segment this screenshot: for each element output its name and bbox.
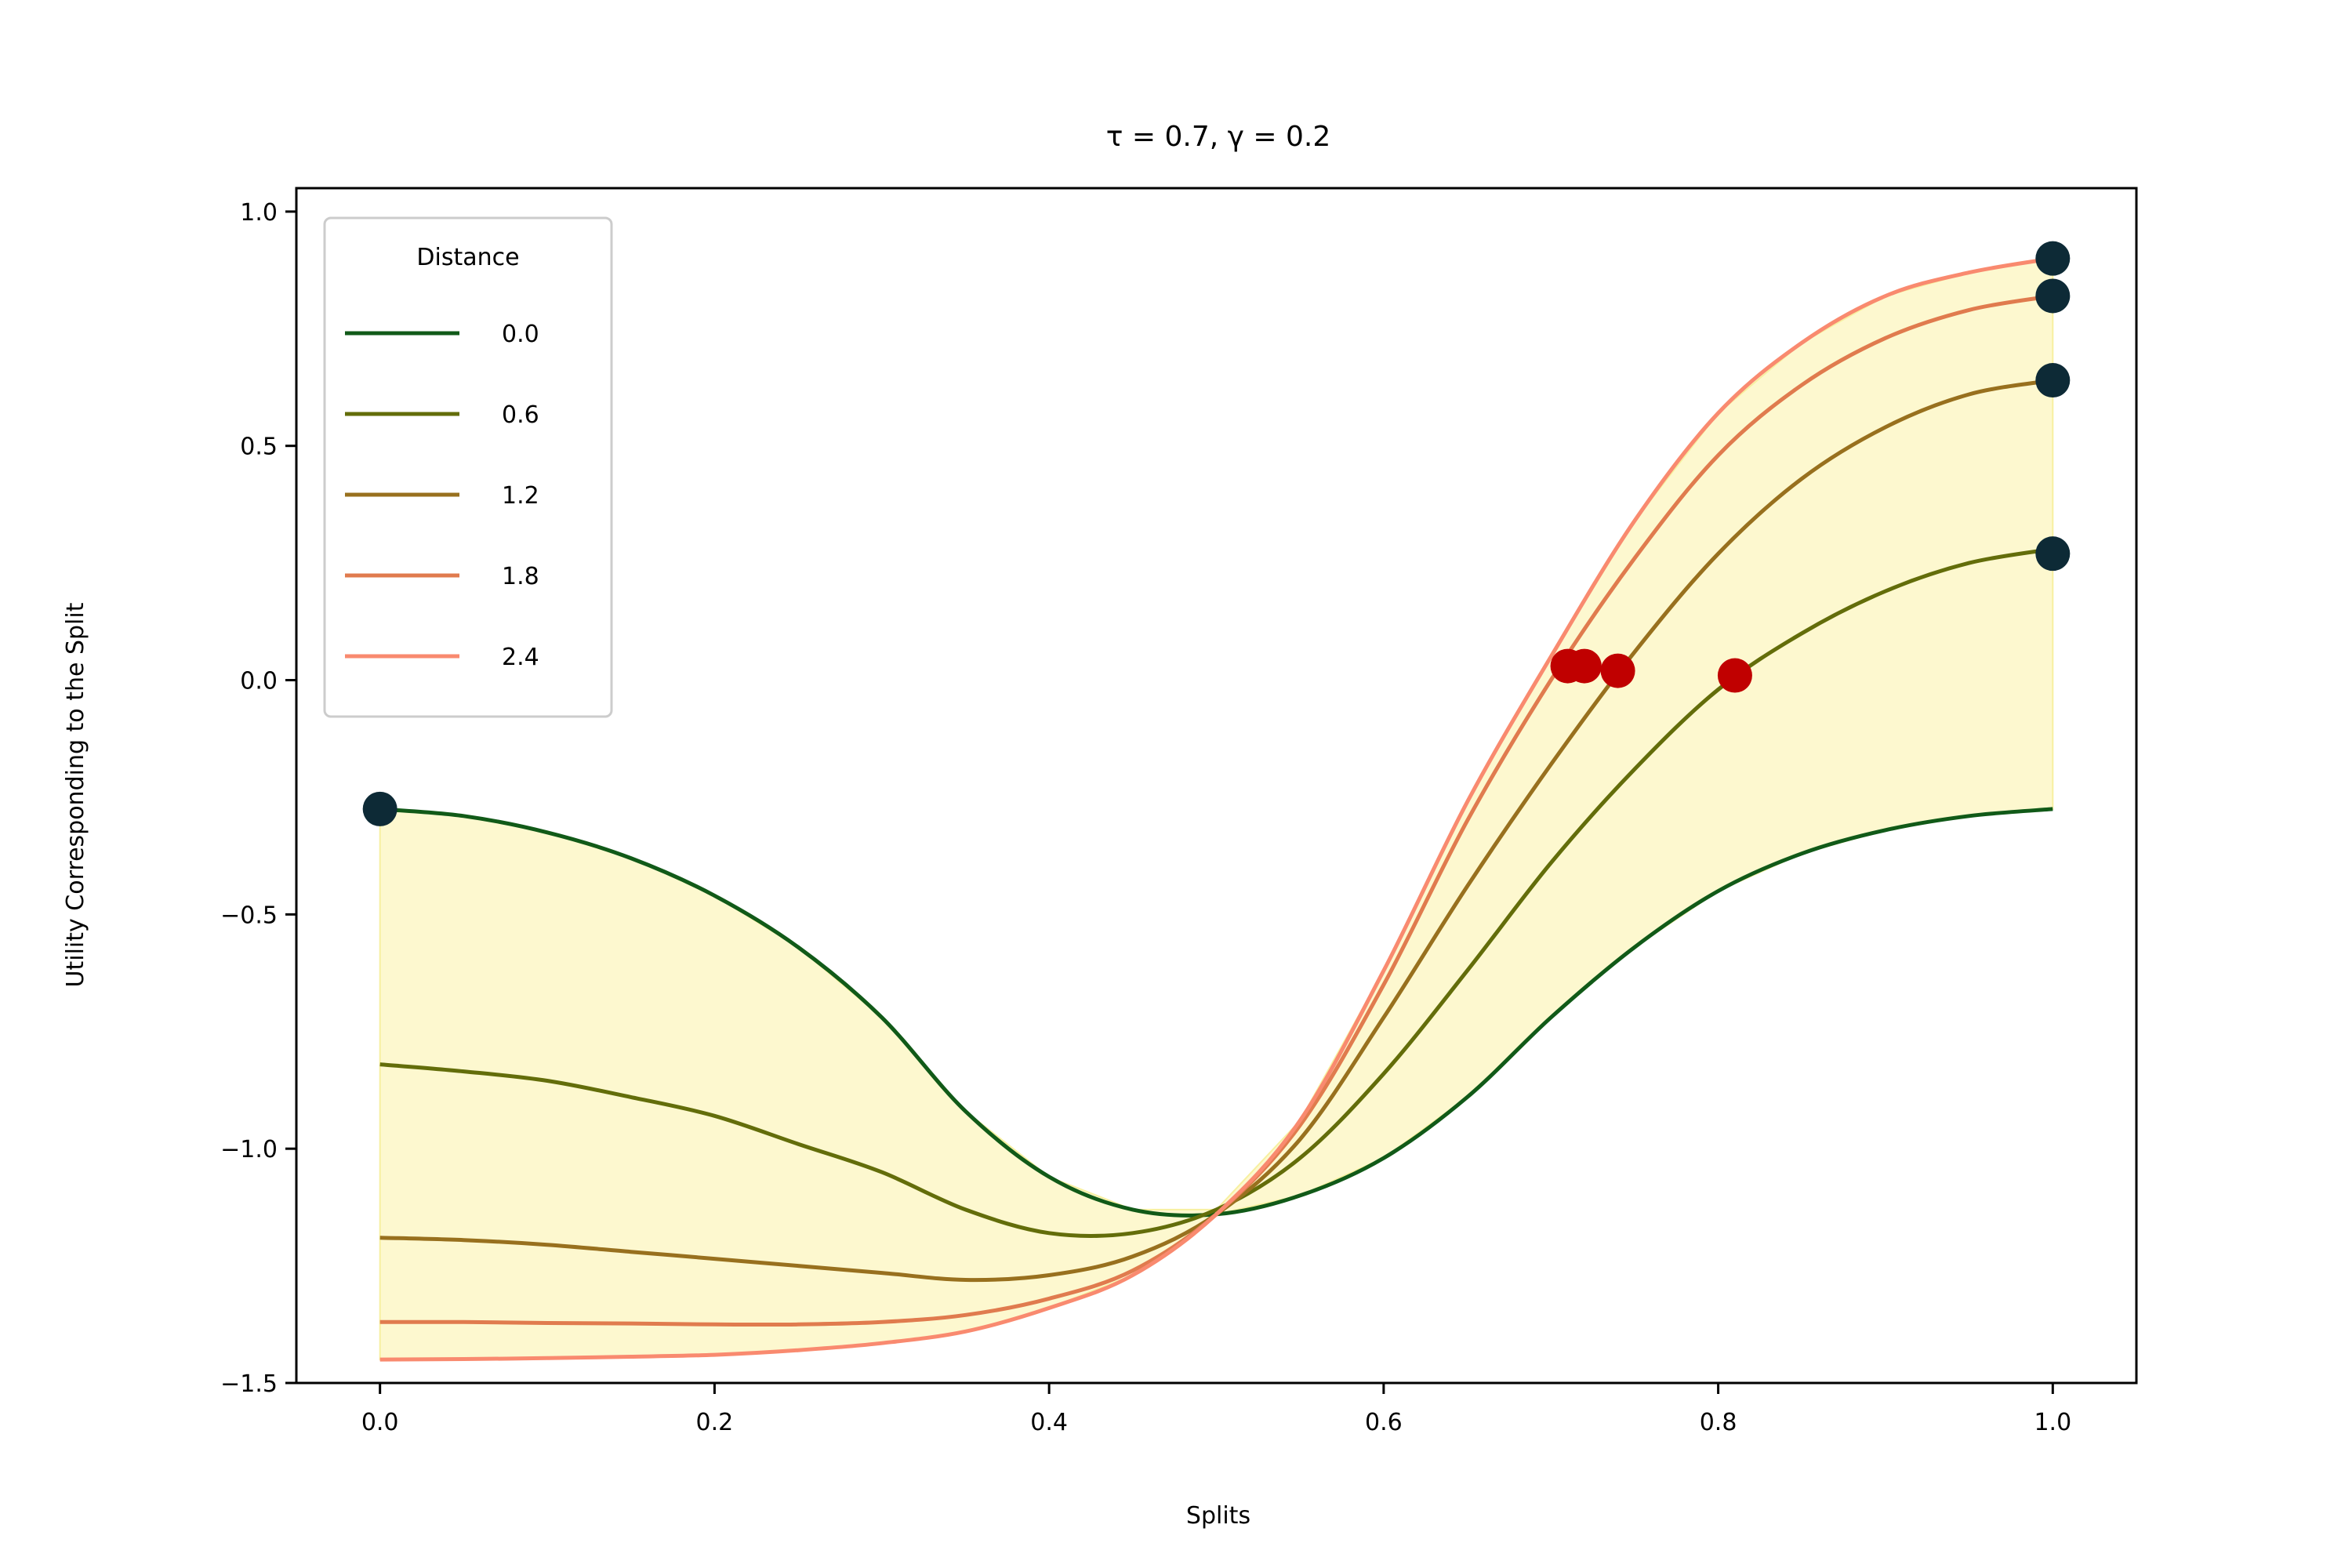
legend: Distance 0.0 0.6 1.2 1.8 2.4 — [323, 216, 613, 718]
legend-label-1.2: 1.2 — [502, 482, 539, 510]
fill-between-area — [379, 257, 2054, 1361]
x-tick-label: 1.0 — [2034, 1409, 2071, 1436]
marker-point — [2035, 241, 2071, 276]
marker-point — [1717, 658, 1752, 693]
y-axis-label: Utility Corresponding to the Split — [62, 602, 89, 987]
marker-point — [362, 791, 397, 826]
y-tick-label: 0.0 — [240, 668, 278, 695]
series-line-1.2 — [379, 378, 2053, 1283]
marker-point — [1550, 648, 1585, 684]
legend-label-0.6: 0.6 — [502, 401, 539, 429]
legend-title: Distance — [416, 244, 519, 271]
legend-label-1.8: 1.8 — [502, 563, 539, 590]
series-line-0.6 — [379, 546, 2053, 1238]
legend-label-0.0: 0.0 — [502, 321, 539, 348]
x-tick-label: 0.8 — [1700, 1409, 1737, 1436]
x-tick-label: 0.4 — [1030, 1409, 1068, 1436]
y-tick-label: −0.5 — [220, 902, 278, 929]
legend-box — [323, 216, 613, 718]
marker-point — [2035, 278, 2071, 314]
y-axis: 1.0 0.5 0.0 −0.5 −1.0 −1.5 — [220, 199, 296, 1398]
marker-point — [2035, 363, 2071, 398]
plot-frame — [295, 187, 2138, 1385]
y-tick-label: −1.5 — [220, 1370, 278, 1398]
series-line-1.8 — [379, 294, 2053, 1327]
marker-point — [2035, 536, 2071, 572]
y-tick-label: 0.5 — [240, 434, 278, 461]
series-line-2.4 — [379, 256, 2053, 1362]
x-tick-label: 0.6 — [1365, 1409, 1403, 1436]
plot-area — [295, 187, 2138, 1385]
x-tick-label: 0.0 — [361, 1409, 399, 1436]
legend-label-2.4: 2.4 — [502, 644, 539, 671]
x-tick-label: 0.2 — [696, 1409, 734, 1436]
chart-title: τ = 0.7, γ = 0.2 — [1106, 121, 1330, 153]
y-tick-label: 1.0 — [240, 199, 278, 227]
x-axis: 0.0 0.2 0.4 0.6 0.8 1.0 — [361, 1383, 2071, 1436]
x-axis-label: Splits — [1186, 1502, 1250, 1530]
y-tick-label: −1.0 — [220, 1136, 278, 1163]
marker-point — [1600, 653, 1635, 688]
